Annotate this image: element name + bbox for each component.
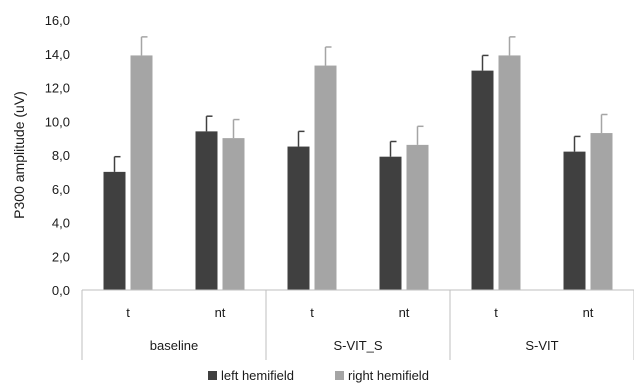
y-tick-label: 14,0 — [45, 47, 70, 62]
x-category-label: t — [494, 305, 498, 320]
bar-left-hemifield — [471, 70, 494, 290]
y-tick-label: 4,0 — [52, 216, 70, 231]
y-tick-label: 12,0 — [45, 81, 70, 96]
bars — [103, 55, 613, 290]
bar-right-hemifield — [406, 144, 429, 290]
y-axis-ticks: 0,0 2,0 4,0 6,0 8,0 10,0 12,0 14,0 16,0 — [45, 13, 70, 298]
x-group-label: S-VIT_S — [333, 338, 382, 353]
bar-left-hemifield — [195, 131, 218, 290]
bar-right-hemifield — [130, 55, 153, 290]
y-tick-label: 0,0 — [52, 283, 70, 298]
bar-left-hemifield — [287, 146, 310, 290]
bar-right-hemifield — [498, 55, 521, 290]
legend: left hemifield right hemifield — [208, 368, 429, 383]
bar-left-hemifield — [103, 171, 126, 290]
x-category-label: nt — [583, 305, 594, 320]
x-group-label: baseline — [150, 338, 198, 353]
error-bars — [113, 36, 608, 172]
y-tick-label: 6,0 — [52, 182, 70, 197]
legend-label: left hemifield — [221, 368, 294, 383]
bar-right-hemifield — [222, 138, 245, 290]
x-category-label: t — [126, 305, 130, 320]
y-tick-label: 16,0 — [45, 13, 70, 28]
x-category-label: nt — [399, 305, 410, 320]
bar-right-hemifield — [314, 65, 337, 290]
y-axis-label: P300 amplitude (uV) — [11, 91, 27, 219]
y-tick-label: 8,0 — [52, 148, 70, 163]
legend-swatch — [208, 371, 217, 380]
x-group-label: S-VIT — [525, 338, 558, 353]
bar-right-hemifield — [590, 133, 613, 290]
y-tick-label: 10,0 — [45, 114, 70, 129]
x-category-label: nt — [215, 305, 226, 320]
bar-left-hemifield — [563, 151, 586, 290]
x-category-label: t — [310, 305, 314, 320]
legend-swatch — [335, 371, 344, 380]
legend-label: right hemifield — [348, 368, 429, 383]
x-axis-groups: baseline S-VIT_S S-VIT — [81, 290, 634, 360]
bar-left-hemifield — [379, 156, 402, 290]
y-tick-label: 2,0 — [52, 249, 70, 264]
x-axis-categories: t nt t nt t nt — [126, 305, 594, 320]
